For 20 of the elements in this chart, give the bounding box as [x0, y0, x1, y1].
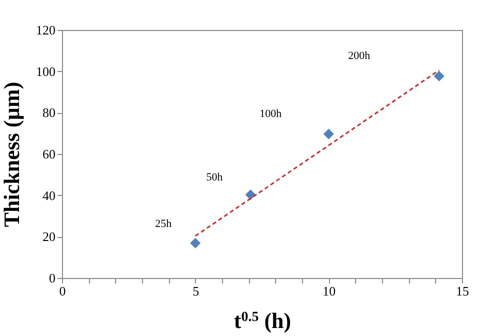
x-tick-label: 5 [192, 284, 200, 298]
point [190, 238, 201, 248]
y-tick-label: 100 [36, 64, 56, 79]
annotation: 200h [348, 50, 371, 62]
annotation: 50h [206, 172, 224, 184]
x-axis-title: t$^{0.5}$ (h) [234, 308, 292, 333]
x-tick-label: 10 [322, 284, 336, 298]
y-tick-label: 80 [42, 105, 56, 120]
y-tick-label: 60 [42, 146, 56, 162]
y-axis-title: Thickness (µm) [0, 82, 24, 228]
y-tick-label: 0 [49, 270, 56, 286]
y-tick-label: 20 [42, 229, 56, 244]
x-tick-label: 15 [456, 284, 469, 298]
annotation: 25h [155, 218, 172, 230]
point [434, 70, 444, 82]
point [323, 128, 334, 140]
y-tick-label: 120 [36, 22, 56, 38]
y-tick-label: 40 [42, 188, 56, 203]
x-tick-label: 0 [59, 284, 66, 298]
annotation: 100h [260, 108, 282, 120]
